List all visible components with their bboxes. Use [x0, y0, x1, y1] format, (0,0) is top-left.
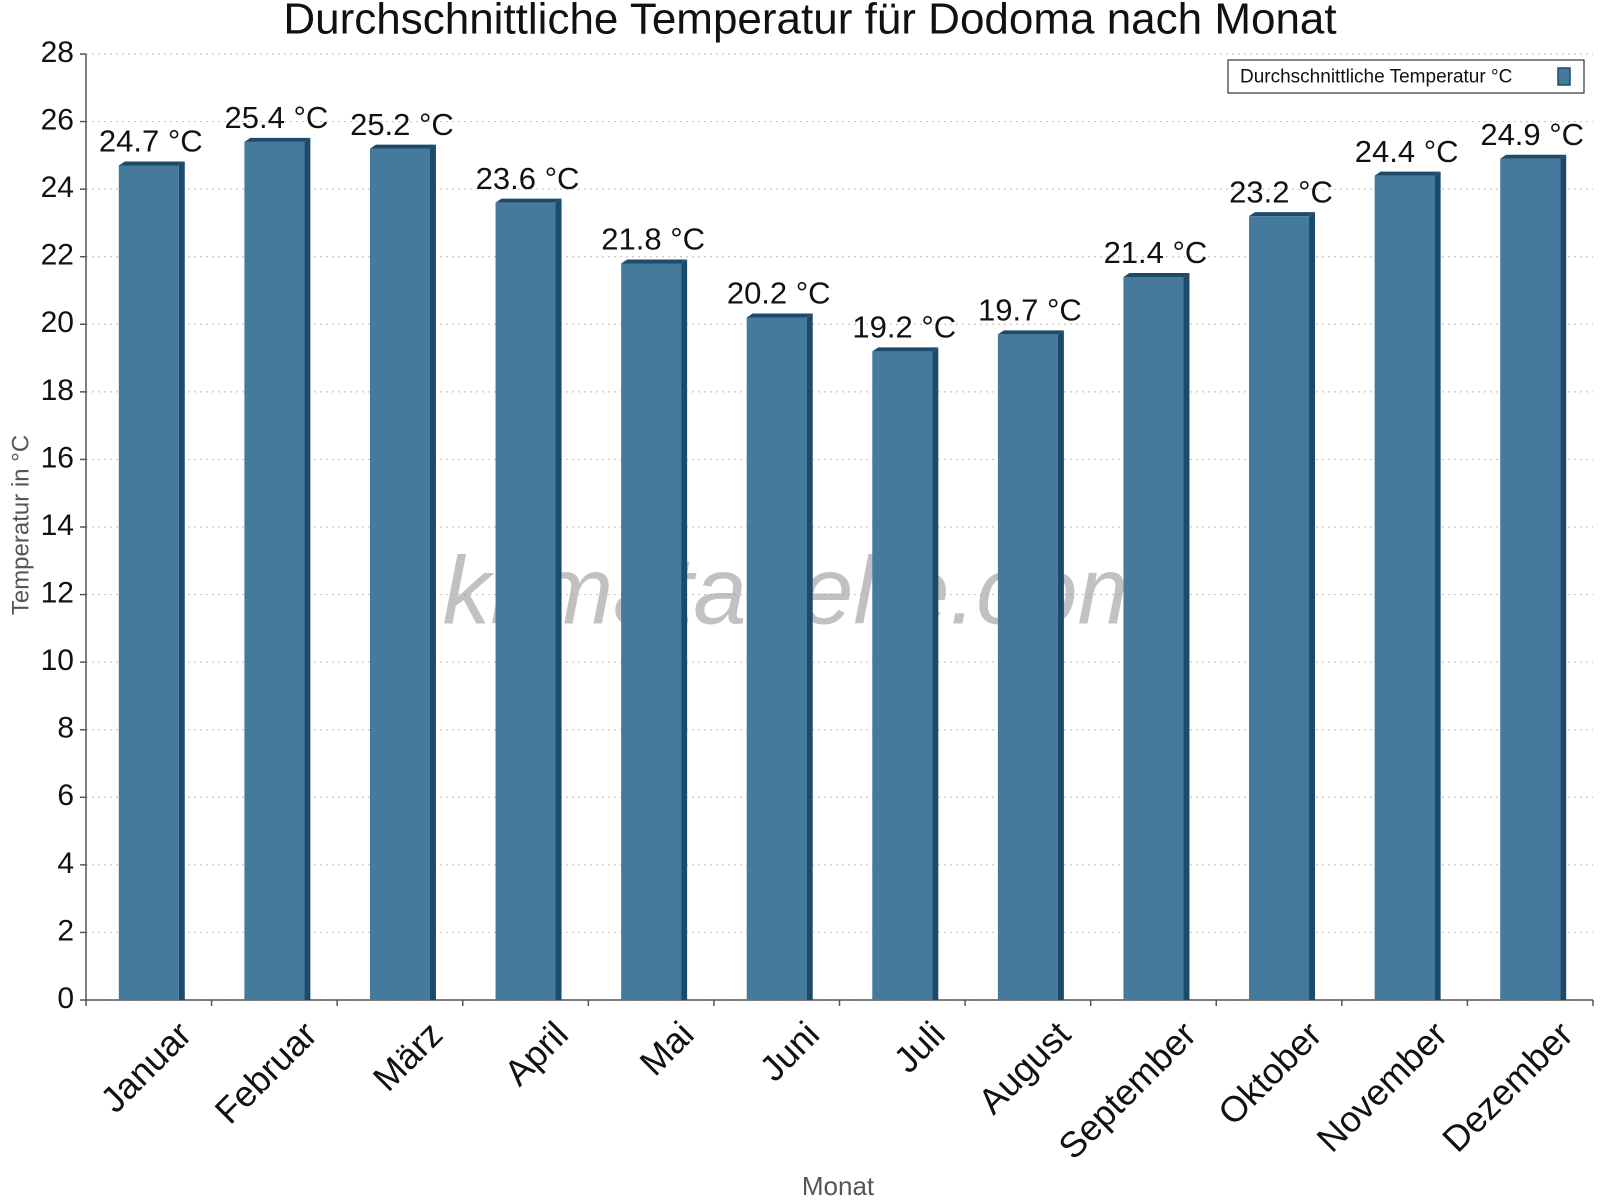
y-tick-label: 14	[41, 509, 74, 542]
data-label: 21.8 °C	[601, 222, 705, 257]
data-label: 24.9 °C	[1480, 117, 1584, 152]
bar	[244, 141, 305, 1001]
bar	[621, 263, 682, 1000]
y-tick-label: 22	[41, 239, 74, 272]
x-tick-label: August	[970, 1013, 1078, 1121]
bar-top	[746, 313, 813, 318]
bar-top	[1123, 272, 1190, 277]
bar	[369, 148, 430, 1001]
bar	[495, 202, 556, 1000]
bar-top	[1500, 154, 1567, 159]
bar-top	[872, 347, 939, 352]
x-tick-label: Dezember	[1434, 1013, 1580, 1159]
y-tick-label: 4	[57, 847, 74, 880]
x-axis-label: Monat	[802, 1171, 875, 1200]
y-tick-label: 24	[41, 171, 74, 204]
data-label: 25.4 °C	[225, 100, 329, 135]
x-tick-label: April	[496, 1013, 576, 1093]
data-label: 24.7 °C	[99, 124, 203, 159]
data-label: 21.4 °C	[1104, 235, 1208, 270]
bar-side	[1183, 272, 1190, 1000]
data-label: 23.2 °C	[1229, 174, 1333, 209]
legend-box	[1227, 59, 1585, 94]
x-tick-label: Juli	[885, 1013, 952, 1080]
bar-side	[1560, 154, 1567, 1000]
x-tick-label: März	[365, 1013, 451, 1099]
bar-side	[806, 313, 813, 1000]
y-tick-label: 26	[41, 103, 74, 136]
y-tick-label: 16	[41, 441, 74, 474]
bar	[872, 351, 933, 1000]
data-label: 20.2 °C	[727, 276, 831, 311]
bar-top	[118, 161, 185, 166]
bar	[997, 334, 1058, 1001]
data-label: 19.2 °C	[852, 310, 956, 345]
bar-side	[1309, 212, 1316, 1000]
bar-side	[304, 137, 311, 1001]
data-label: 25.2 °C	[350, 107, 454, 142]
bar-side	[429, 144, 436, 1001]
y-tick-label: 28	[41, 36, 74, 69]
data-label: 24.4 °C	[1355, 134, 1459, 169]
y-tick-label: 18	[41, 374, 74, 407]
x-tick-label: Februar	[207, 1013, 325, 1131]
data-label: 19.7 °C	[978, 293, 1082, 328]
bar-side	[178, 161, 185, 1000]
bar	[1123, 276, 1184, 1000]
bar-top	[621, 259, 688, 264]
bar-top	[997, 330, 1064, 335]
y-axis-label: Temperatur in °C	[7, 435, 34, 615]
legend-swatch	[1557, 67, 1571, 86]
x-tick-label: November	[1309, 1013, 1455, 1159]
bar-side	[681, 259, 688, 1000]
bar-side	[555, 198, 562, 1000]
y-tick-label: 12	[41, 576, 74, 609]
y-tick-label: 10	[41, 644, 74, 677]
x-tick-label: Juni	[751, 1013, 827, 1089]
bar-top	[495, 198, 562, 203]
bar-side	[932, 347, 939, 1000]
y-tick-label: 0	[57, 982, 74, 1015]
x-tick-label: Oktober	[1210, 1013, 1330, 1133]
bar	[1500, 158, 1561, 1000]
y-tick-label: 2	[57, 914, 74, 947]
bar	[118, 165, 179, 1000]
bar-top	[1374, 171, 1441, 176]
y-tick-label: 6	[57, 779, 74, 812]
legend-label: Durchschnittliche Temperatur °C	[1240, 67, 1512, 88]
bar-top	[1249, 212, 1316, 217]
bar-top	[244, 137, 311, 142]
bar-side	[1057, 330, 1064, 1001]
chart-title: Durchschnittliche Temperatur für Dodoma …	[283, 0, 1336, 44]
y-tick-label: 20	[41, 306, 74, 339]
x-tick-label: Mai	[631, 1013, 701, 1083]
bar-top	[369, 144, 436, 149]
bar	[1249, 216, 1310, 1000]
bar-side	[1434, 171, 1441, 1001]
data-label: 23.6 °C	[476, 161, 580, 196]
x-tick-label: Januar	[92, 1013, 199, 1120]
y-tick-label: 8	[57, 712, 74, 745]
bar	[746, 317, 807, 1000]
x-tick-label: September	[1050, 1013, 1204, 1167]
bar	[1374, 175, 1435, 1001]
